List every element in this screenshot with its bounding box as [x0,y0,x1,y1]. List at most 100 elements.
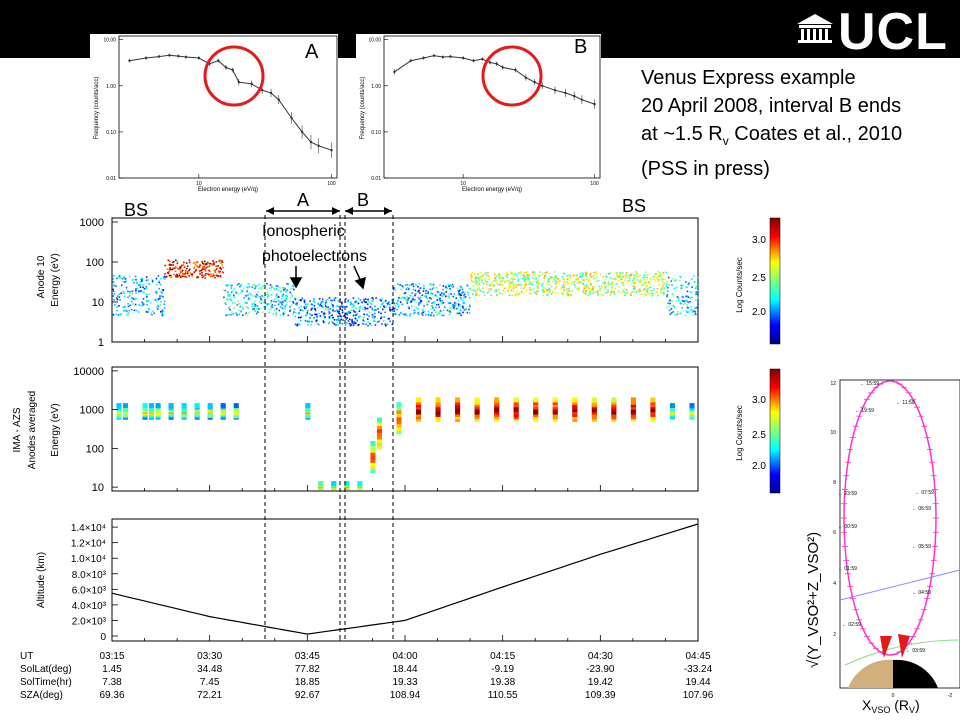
els-cell [444,295,447,298]
els-cell [146,296,148,298]
ephemeris-cell: 72.21 [197,690,222,701]
els-cell [294,303,297,305]
els-cell [313,316,315,319]
els-cell [459,288,462,290]
els-cell [254,285,256,287]
els-cell [124,310,126,313]
els-cell [185,267,188,270]
els-cell [508,280,511,282]
orbit-time-mark: ← 00:59 [838,524,857,530]
ima-cell [396,408,402,414]
alt-ytick-label: 2.0×10³ [72,616,107,627]
els-cell [685,286,688,288]
els-cell [325,306,328,309]
els-cell [563,288,565,291]
els-cell [169,267,171,269]
els-cell [689,309,692,311]
els-cell [413,311,416,314]
els-cell [463,302,466,304]
els-cell [133,281,135,284]
els-cell [250,293,252,296]
els-cell [651,289,654,292]
els-cell [662,271,665,274]
orbit-ytick-label: 2 [833,632,836,638]
els-cell [523,284,526,287]
els-cell [404,313,407,315]
els-cell [306,303,309,305]
els-cell [592,288,594,291]
els-cell [362,323,365,325]
els-cell [679,275,681,278]
els-cell [212,274,215,277]
els-cell [690,306,692,308]
els-cell [450,284,452,286]
els-cell [589,282,592,285]
els-cell [384,300,387,302]
els-cell [542,294,544,297]
els-cell [215,265,218,268]
els-cell [418,283,421,285]
els-cell [633,277,635,279]
els-cell [412,296,414,298]
els-cell [353,321,356,323]
els-cell [168,268,171,271]
els-cell [202,267,204,269]
els-cell [648,273,651,275]
els-cell [263,283,266,285]
els-cell [455,302,458,305]
els-cell [648,282,651,285]
els-cell [584,290,587,293]
els-cell [431,304,434,307]
els-cell [543,289,545,291]
inset-a-point [217,59,220,62]
els-cell [447,310,450,313]
els-cell [478,283,481,286]
els-cell [575,278,577,281]
els-cell [535,282,538,284]
els-cell [688,282,690,285]
els-cell [661,286,663,289]
els-cell [425,292,428,295]
els-cell [162,296,164,298]
els-cell [635,271,638,273]
els-cell [419,300,422,302]
els-cell [522,274,525,276]
els-cell [226,299,229,302]
els-cell [566,289,569,291]
els-cell [655,273,657,275]
els-cell [687,283,690,286]
els-cell [263,296,265,299]
els-cell [642,276,644,279]
els-cell [328,312,331,315]
els-cell [635,274,637,277]
els-cell [695,291,698,293]
els-cell [417,311,420,314]
els-cell [410,305,413,308]
els-cell [379,298,382,301]
els-cell [393,302,395,305]
els-cell [246,288,249,291]
els-cell [383,306,386,309]
els-cell [389,303,391,306]
els-cell [475,289,478,292]
els-cell [117,295,119,297]
els-cell [573,284,576,287]
els-cell [452,303,454,306]
els-cell [218,259,221,262]
els-cell [202,268,205,271]
els-cell [197,265,199,268]
els-cell [553,270,556,273]
ephemeris-cell: 04:00 [392,651,417,662]
els-cell [270,284,273,287]
orbit-xlabel: XVSO (RV) [862,697,920,715]
els-cell [352,297,355,299]
els-cell [554,279,557,282]
els-cell [681,284,684,287]
inset-b-xtick-label: 10 [460,181,466,187]
els-cell [313,304,316,307]
els-cell [622,275,625,278]
els-cell [160,291,163,294]
els-cell [481,281,483,283]
els-cell [604,288,607,290]
els-cell [541,288,544,291]
